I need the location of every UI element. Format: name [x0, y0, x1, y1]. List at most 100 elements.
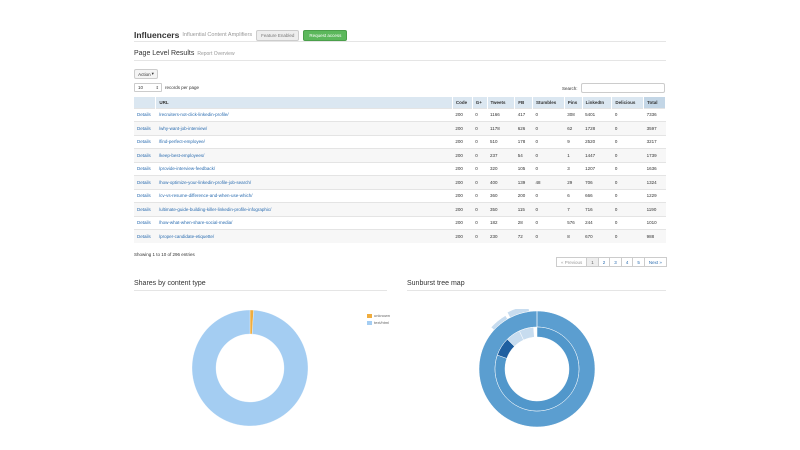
column-header[interactable]: G+: [472, 97, 488, 108]
table-cell: 0: [611, 121, 644, 135]
table-row: Details/recruiters-not-click-linkedin-pr…: [134, 107, 666, 122]
column-header[interactable]: Tweets: [487, 97, 516, 108]
details-link[interactable]: Details: [134, 161, 156, 176]
section-title: Page Level Results: [134, 50, 195, 57]
action-label: Action: [138, 71, 151, 77]
column-header[interactable]: LinkedIn: [582, 97, 613, 108]
details-link[interactable]: Details: [134, 134, 156, 149]
per-page-control: 10 ⇕ records per page: [134, 83, 199, 92]
caret-down-icon: ▾: [151, 71, 154, 76]
table-cell: 0: [611, 175, 644, 189]
details-link[interactable]: Details: [134, 121, 156, 135]
table-cell: 1324: [643, 175, 666, 189]
search-control: Search:: [562, 83, 665, 93]
details-link[interactable]: Details: [134, 148, 156, 162]
next-page-button[interactable]: Next »: [643, 257, 667, 267]
url-link[interactable]: /proper-candidate-etiquette/: [155, 229, 453, 243]
table-cell: 0: [611, 215, 644, 230]
table-cell: 0: [532, 134, 565, 149]
top-bar: Influencers Influential Content Amplifie…: [134, 27, 666, 43]
table-row: Details/how-optimize-your-linkedin-profi…: [134, 175, 666, 189]
table-cell: 1739: [643, 148, 666, 162]
previous-page-button[interactable]: « Previous: [556, 257, 588, 267]
table-cell: 115: [514, 202, 533, 216]
sunburst-chart: [478, 309, 596, 428]
column-header[interactable]: Delicious: [611, 97, 645, 108]
sunburst-segment[interactable]: [494, 326, 580, 412]
action-dropdown-button[interactable]: Action ▾: [134, 69, 158, 79]
details-link[interactable]: Details: [134, 215, 156, 230]
table-cell: 626: [514, 121, 533, 135]
table-cell: 0: [532, 188, 565, 203]
url-link[interactable]: /how-optimize-your-linkedin-profile-job-…: [155, 175, 453, 189]
table-cell: 62: [564, 121, 583, 135]
url-link[interactable]: /why-want-job-interview/: [155, 121, 453, 135]
legend-label: unknown: [374, 313, 391, 318]
table-cell: 1636: [643, 161, 666, 176]
table-cell: 0: [472, 107, 488, 122]
table-cell: 417: [514, 107, 533, 122]
details-link[interactable]: Details: [134, 188, 156, 203]
url-link[interactable]: /cv-vs-resume-difference-and-when-use-wh…: [155, 188, 453, 203]
table-cell: 3217: [643, 134, 666, 149]
table-cell: 1190: [643, 202, 666, 216]
table-cell: 510: [487, 134, 515, 149]
url-link[interactable]: /ultimate-guide-building-killer-linkedin…: [155, 202, 453, 216]
details-link[interactable]: Details: [134, 175, 156, 189]
table-row: Details/cv-vs-resume-difference-and-when…: [134, 188, 666, 203]
search-input[interactable]: [580, 83, 665, 93]
table-cell: 0: [472, 121, 488, 135]
column-header[interactable]: FB: [514, 97, 534, 108]
column-header[interactable]: Stumbles: [532, 97, 565, 108]
column-header[interactable]: Code: [452, 97, 473, 108]
table-cell: 988: [643, 229, 666, 243]
column-header[interactable]: Pins: [564, 97, 583, 108]
table-cell: 400: [487, 175, 515, 189]
pagination: « Previous 1 2 3 4 5 Next »: [556, 257, 667, 267]
header-divider: [134, 41, 666, 42]
url-link[interactable]: /recruiters-not-click-linkedin-profile/: [155, 107, 453, 122]
shares-donut-chart: [191, 309, 309, 427]
table-cell: 0: [532, 121, 565, 135]
app-title: Influencers: [134, 30, 180, 40]
sunburst-segment[interactable]: [490, 315, 508, 331]
table-cell: 200: [452, 148, 473, 162]
request-access-button[interactable]: Request access: [303, 29, 348, 41]
table-header-row: URL Code G+ Tweets FB Stumbles Pins LinkedIn Del…: [134, 97, 666, 108]
details-link[interactable]: Details: [134, 107, 156, 122]
url-link[interactable]: /provide-interview-feedback/: [155, 161, 453, 176]
details-link[interactable]: Details: [134, 229, 156, 243]
sunburst-segment[interactable]: [519, 326, 535, 341]
feature-enabled-button[interactable]: Feature Enabled: [256, 29, 300, 41]
url-link[interactable]: /keep-best-employees/: [155, 148, 453, 162]
url-link[interactable]: /find-perfect-employee/: [155, 134, 453, 149]
table-cell: 0: [532, 229, 565, 243]
search-label: Search:: [562, 85, 578, 91]
pie-slice-text-html[interactable]: [191, 309, 309, 427]
table-row: Details/proper-candidate-etiquette/200 0 2…: [134, 229, 666, 243]
sunburst-segment[interactable]: [506, 309, 530, 318]
legend-item: unknown: [367, 313, 390, 318]
legend-label: text/html: [374, 320, 390, 325]
table-cell: 0: [472, 202, 488, 216]
column-header[interactable]: [134, 97, 157, 108]
table-cell: 200: [452, 134, 473, 149]
table-cell: 237: [487, 148, 515, 162]
table-body: Details/recruiters-not-click-linkedin-pr…: [134, 107, 666, 243]
table-cell: 200: [452, 202, 473, 216]
table-cell: 200: [514, 188, 533, 203]
column-header[interactable]: URL: [155, 97, 453, 108]
table-cell: 0: [472, 229, 488, 243]
table-cell: 28: [514, 215, 533, 230]
table-cell: 576: [564, 215, 583, 230]
right-chart-title: Sunburst tree map: [407, 280, 465, 287]
details-link[interactable]: Details: [134, 202, 156, 216]
url-link[interactable]: /how-what-when-share-social-media/: [155, 215, 453, 230]
per-page-select[interactable]: 10 ⇕: [134, 83, 162, 92]
column-header[interactable]: Total: [643, 97, 666, 108]
table-cell: 706: [582, 175, 612, 189]
per-page-label: records per page: [165, 85, 200, 90]
table-cell: 0: [472, 161, 488, 176]
table-cell: 350: [487, 202, 515, 216]
table-cell: 54: [514, 148, 533, 162]
